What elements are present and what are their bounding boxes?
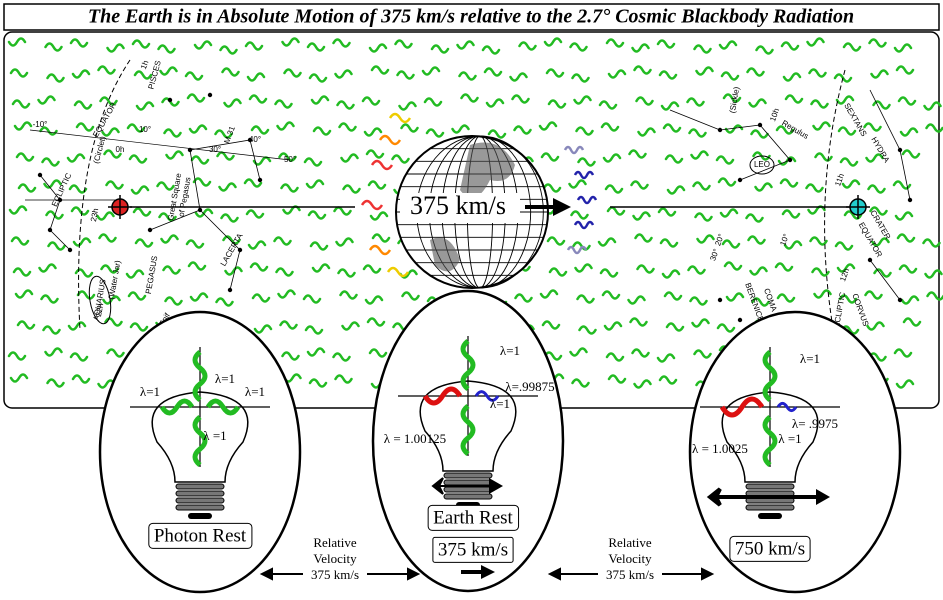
star (738, 178, 742, 182)
star (238, 248, 242, 252)
star (868, 258, 872, 262)
relative-velocity: 375 km/s (606, 567, 654, 582)
star (788, 158, 792, 162)
bulbs: λ=1 λ=1 λ=1 λ =1 Photon Rest λ=1 λ=.99875 λ = 1… (100, 291, 900, 592)
wavelength-label: λ=1 (245, 384, 265, 399)
star (38, 173, 42, 177)
wavelength-label: λ= .9975 (792, 416, 838, 431)
wavelength-label: λ =1 (778, 431, 801, 446)
relative-velocity: Velocity (313, 551, 357, 566)
wavelength-label: λ=1 (800, 351, 820, 366)
speed-label: 375 km/s (438, 539, 508, 560)
star (198, 208, 202, 212)
wavelength-label: λ=.99875 (505, 379, 554, 394)
bulb-base (746, 505, 794, 510)
bulb-base (444, 480, 492, 485)
bulb-base (444, 487, 492, 492)
star (908, 198, 912, 202)
map-label: 50° (284, 155, 296, 164)
caption: Earth Rest (433, 507, 513, 528)
bulb-base (444, 473, 492, 478)
star (208, 93, 212, 97)
star (48, 228, 52, 232)
star (738, 318, 742, 322)
star (758, 123, 762, 127)
star (898, 148, 902, 152)
map-label: -10° (33, 120, 48, 129)
map-label: 30° (209, 145, 221, 154)
wavelength-label: λ = 1.0025 (692, 441, 748, 456)
wavelength-label: λ=1 (140, 384, 160, 399)
wavelength-label: λ = 1.00125 (384, 431, 446, 446)
bulb-base (176, 484, 224, 489)
wavelength-label: λ=1 (215, 371, 235, 386)
wavelength-label: λ =1 (203, 428, 226, 443)
bulb-tip (758, 513, 782, 519)
bulb-base (176, 498, 224, 503)
caption: 750 km/s (735, 538, 805, 559)
relative-velocity: Velocity (608, 551, 652, 566)
map-label: 40° (249, 135, 261, 144)
map-label: 0h (116, 145, 125, 154)
caption: Photon Rest (154, 525, 247, 546)
map-label: 10° (139, 125, 151, 134)
bulb-base (444, 494, 492, 499)
star (148, 228, 152, 232)
relative-velocity: Relative (608, 535, 652, 550)
bulb-tip (188, 513, 212, 519)
star (188, 148, 192, 152)
star (258, 178, 262, 182)
relative-velocity: 375 km/s (311, 567, 359, 582)
star (168, 98, 172, 102)
map-label: LEO (754, 160, 770, 169)
wavelength-label: λ=1 (490, 396, 510, 411)
bulb-base (746, 484, 794, 489)
wavelength-label: λ=1 (500, 343, 520, 358)
star (228, 288, 232, 292)
star (898, 298, 902, 302)
relative-velocity: Relative (313, 535, 357, 550)
star (718, 298, 722, 302)
title: The Earth is in Absolute Motion of 375 k… (88, 6, 854, 28)
bulb-base (176, 491, 224, 496)
star (718, 128, 722, 132)
diagram: The Earth is in Absolute Motion of 375 k… (0, 0, 943, 600)
earth-speed: 375 km/s (410, 191, 506, 220)
star (68, 248, 72, 252)
bulb-base (176, 505, 224, 510)
